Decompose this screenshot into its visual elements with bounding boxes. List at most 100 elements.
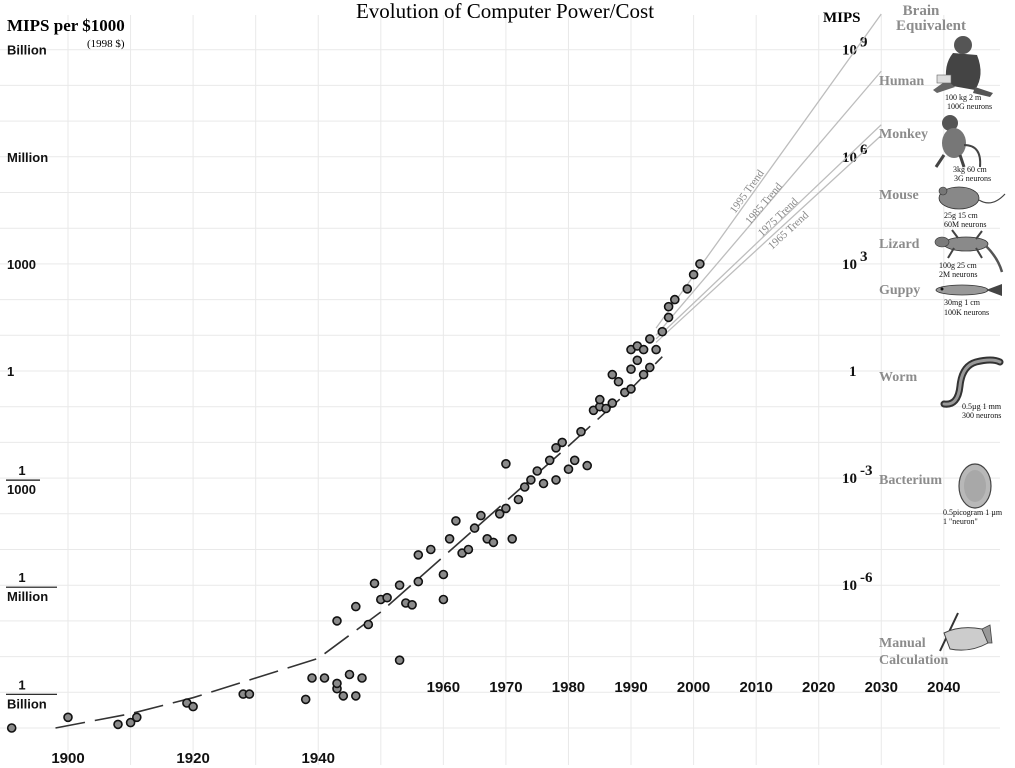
level-monkey-note2: 3G neurons <box>954 174 991 183</box>
x-tick-label: 2010 <box>739 679 772 696</box>
writing-hand-icon <box>939 612 993 652</box>
level-worm-note1: 0.5µg 1 mm <box>962 402 1002 411</box>
data-point <box>557 437 568 448</box>
x-tick-label: 1940 <box>302 750 335 767</box>
data-point <box>332 678 342 689</box>
data-point <box>394 655 405 666</box>
data-point <box>451 516 461 526</box>
data-point <box>307 673 317 683</box>
left-tick-denominator: Billion <box>7 696 47 711</box>
left-tick-label: Million <box>7 150 48 165</box>
data-point <box>669 294 680 305</box>
data-point <box>544 455 555 466</box>
level-manual-label: Manual <box>879 636 926 651</box>
trend-line <box>655 134 882 343</box>
data-point <box>601 403 611 414</box>
data-point <box>476 510 486 521</box>
data-point <box>638 369 649 380</box>
data-point <box>244 689 255 699</box>
data-point <box>413 550 424 560</box>
level-monkey-label: Monkey <box>879 127 928 142</box>
data-point <box>413 576 424 587</box>
data-point <box>350 691 361 701</box>
left-tick-label: 1 <box>7 364 14 379</box>
left-tick-denominator: Million <box>7 589 48 604</box>
data-point <box>526 475 536 485</box>
data-point <box>463 544 474 555</box>
data-point <box>607 369 618 380</box>
right-tick-label: 10 <box>842 150 857 166</box>
monkey-icon <box>934 115 982 168</box>
data-point <box>507 533 518 544</box>
level-mouse-label: Mouse <box>879 188 919 203</box>
x-tick-label: 2040 <box>927 679 960 696</box>
level-worm-label: Worm <box>879 370 917 385</box>
chart-title: Evolution of Computer Power/Cost <box>356 0 654 23</box>
data-point <box>594 394 605 405</box>
data-point <box>407 599 417 610</box>
data-point <box>551 442 561 453</box>
right-tick-label: 10 <box>842 43 857 59</box>
data-point <box>344 669 355 680</box>
level-bacterium-label: Bacterium <box>879 473 942 488</box>
x-tick-label: 1920 <box>176 750 209 767</box>
data-point <box>638 344 649 355</box>
left-axis-note: (1998 $) <box>87 38 125 50</box>
data-point <box>350 601 361 612</box>
right-tick-exponent: 3 <box>860 249 868 265</box>
data-point <box>657 326 668 337</box>
data-point <box>576 426 586 437</box>
x-axis-ticks: 1900 1920 1940 1960 1970 1980 1990 2000 2010 2020… <box>51 679 960 767</box>
level-human-note2: 100G neurons <box>947 102 992 111</box>
level-mouse-note1: 25g 15 cm <box>944 211 979 220</box>
data-point <box>501 503 511 514</box>
right-tick-label: 10 <box>842 578 857 594</box>
grid <box>0 15 1000 765</box>
bacterium-icon <box>958 463 992 509</box>
x-tick-label: 2030 <box>865 679 898 696</box>
level-bacterium-note2: 1 "neuron" <box>943 517 978 526</box>
data-point <box>438 569 449 580</box>
data-point <box>319 673 330 683</box>
data-point <box>488 537 499 548</box>
trend-line <box>655 124 882 340</box>
data-point <box>519 482 530 492</box>
data-point <box>425 544 436 555</box>
right-axis-label: MIPS <box>823 10 861 26</box>
data-point <box>6 723 17 733</box>
mouse-icon <box>938 186 1006 210</box>
data-point <box>582 460 593 471</box>
human-icon <box>933 36 993 97</box>
data-point <box>438 594 449 605</box>
trend-line <box>655 13 882 329</box>
data-point <box>695 259 705 269</box>
x-tick-label: 1960 <box>427 679 460 696</box>
worm-icon <box>940 356 1004 408</box>
left-tick-numerator: 1 <box>18 463 25 478</box>
data-point <box>363 619 374 630</box>
left-tick-denominator: 1000 <box>7 482 36 497</box>
level-human-label: Human <box>879 74 924 89</box>
data-point <box>644 334 655 344</box>
x-tick-label: 2000 <box>677 679 710 696</box>
right-tick-exponent: 6 <box>860 142 868 158</box>
left-tick-label: Billion <box>7 43 47 58</box>
data-point <box>382 592 392 603</box>
data-point <box>644 362 655 373</box>
lizard-icon <box>934 229 1004 273</box>
level-guppy-note2: 100K neurons <box>944 308 989 317</box>
right-tick-exponent: 9 <box>860 35 868 51</box>
data-point <box>551 475 561 485</box>
data-point <box>501 458 511 469</box>
level-bacterium-note1: 0.5picogram 1 µm <box>943 508 1003 517</box>
data-point <box>569 455 580 466</box>
data-point <box>688 269 699 280</box>
level-calculation-label: Calculation <box>879 653 948 668</box>
data-point <box>494 508 505 519</box>
level-lizard-note1: 100g 25 cm <box>939 261 978 270</box>
level-guppy-note1: 30mg 1 cm <box>944 298 981 307</box>
trend-line <box>655 70 882 336</box>
right-tick-label: 10 <box>842 257 857 273</box>
